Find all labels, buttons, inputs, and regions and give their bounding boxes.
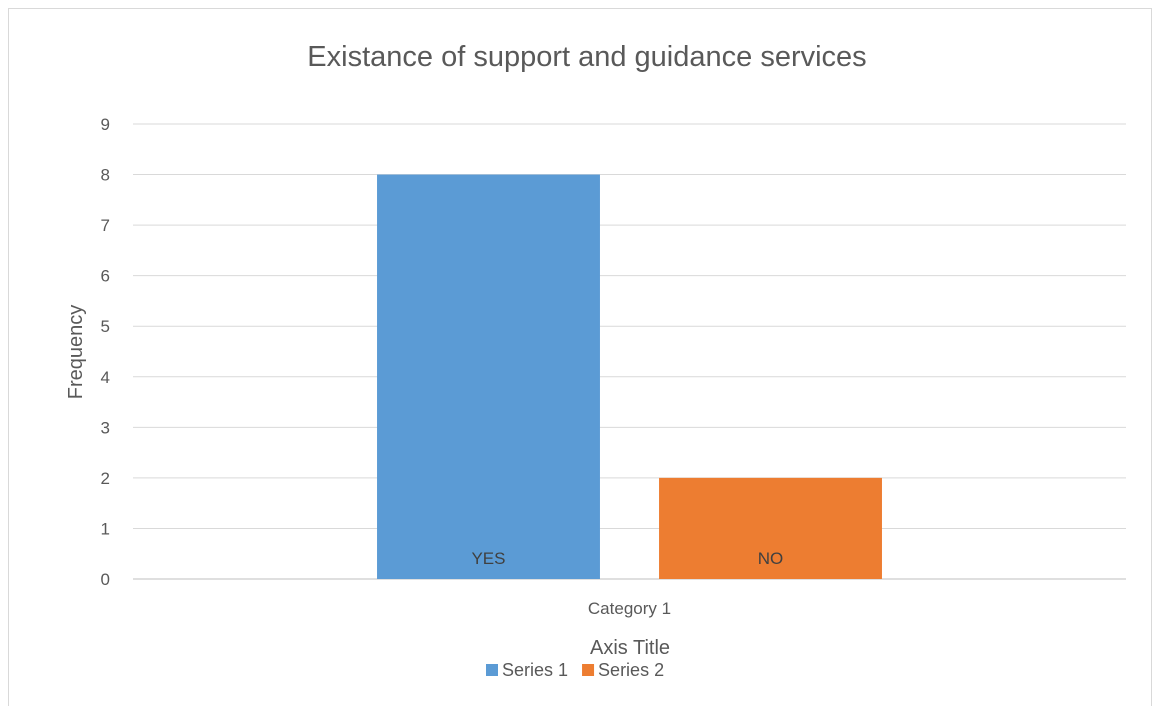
y-tick-label: 3: [101, 418, 110, 437]
y-tick-label: 0: [101, 570, 110, 589]
y-tick-label: 8: [101, 166, 110, 185]
y-tick-label: 1: [101, 519, 110, 538]
chart-title: Existance of support and guidance servic…: [307, 41, 866, 73]
bar-series-2: [659, 477, 882, 579]
bar-data-label: YES: [471, 549, 505, 568]
bar-data-label: NO: [758, 549, 784, 568]
x-tick-label: Category 1: [588, 599, 671, 618]
bars: [377, 174, 882, 580]
y-tick-label: 9: [101, 115, 110, 134]
gridlines: [133, 123, 1126, 580]
legend: Series 1 Series 2: [486, 660, 664, 680]
legend-label: Series 2: [598, 660, 664, 680]
y-tick-labels: 0 1 2 3 4 5 6 7 8 9: [101, 115, 110, 589]
legend-label: Series 1: [502, 660, 568, 680]
x-axis-title: Axis Title: [590, 637, 670, 659]
y-tick-label: 4: [101, 368, 110, 387]
x-tick-labels: Category 1: [588, 599, 671, 618]
legend-swatch: [486, 664, 498, 676]
bar-series-1: [377, 174, 600, 580]
y-axis-title: Frequency: [65, 305, 87, 400]
y-tick-label: 7: [101, 216, 110, 235]
legend-swatch: [582, 664, 595, 676]
y-tick-label: 2: [101, 469, 110, 488]
y-tick-label: 6: [101, 267, 110, 286]
data-labels: YES NO: [471, 549, 783, 568]
y-tick-label: 5: [101, 317, 110, 336]
